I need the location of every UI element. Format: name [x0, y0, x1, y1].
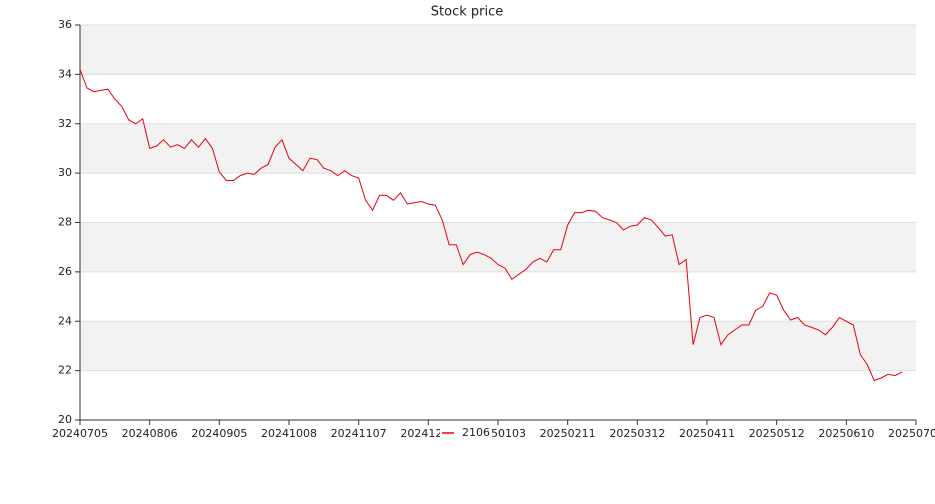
y-tick-label: 36 — [58, 18, 72, 31]
y-tick-label: 26 — [58, 265, 72, 278]
grid-band — [80, 222, 916, 272]
grid-band — [80, 321, 916, 371]
legend-box — [440, 425, 492, 441]
grid-band — [80, 25, 916, 75]
x-tick-label: 20240905 — [191, 427, 247, 440]
series-line — [79, 69, 903, 382]
x-tick-label: 20250709 — [888, 427, 935, 440]
x-tick-label: 20250610 — [818, 427, 874, 440]
x-tick-label: 20250411 — [679, 427, 735, 440]
x-tick-label: 20240806 — [122, 427, 178, 440]
y-tick-label: 24 — [58, 314, 72, 327]
grid-band — [80, 123, 916, 174]
y-tick-label: 34 — [58, 67, 72, 80]
y-tick-label: 22 — [58, 364, 72, 377]
x-tick-label: 20250312 — [609, 427, 665, 440]
x-tick-label: 20241008 — [261, 427, 317, 440]
x-tick-label: 20240705 — [52, 427, 108, 440]
chart-title: Stock price — [431, 5, 503, 20]
x-tick-label: 20250512 — [749, 427, 805, 440]
x-tick-label: 20241107 — [331, 427, 387, 440]
y-tick-label: 20 — [58, 413, 72, 426]
legend-label: 2106 — [462, 426, 490, 439]
x-tick-label: 20250211 — [540, 427, 596, 440]
y-tick-label: 32 — [58, 117, 72, 130]
y-tick-label: 28 — [58, 216, 72, 229]
y-tick-label: 30 — [58, 166, 72, 179]
